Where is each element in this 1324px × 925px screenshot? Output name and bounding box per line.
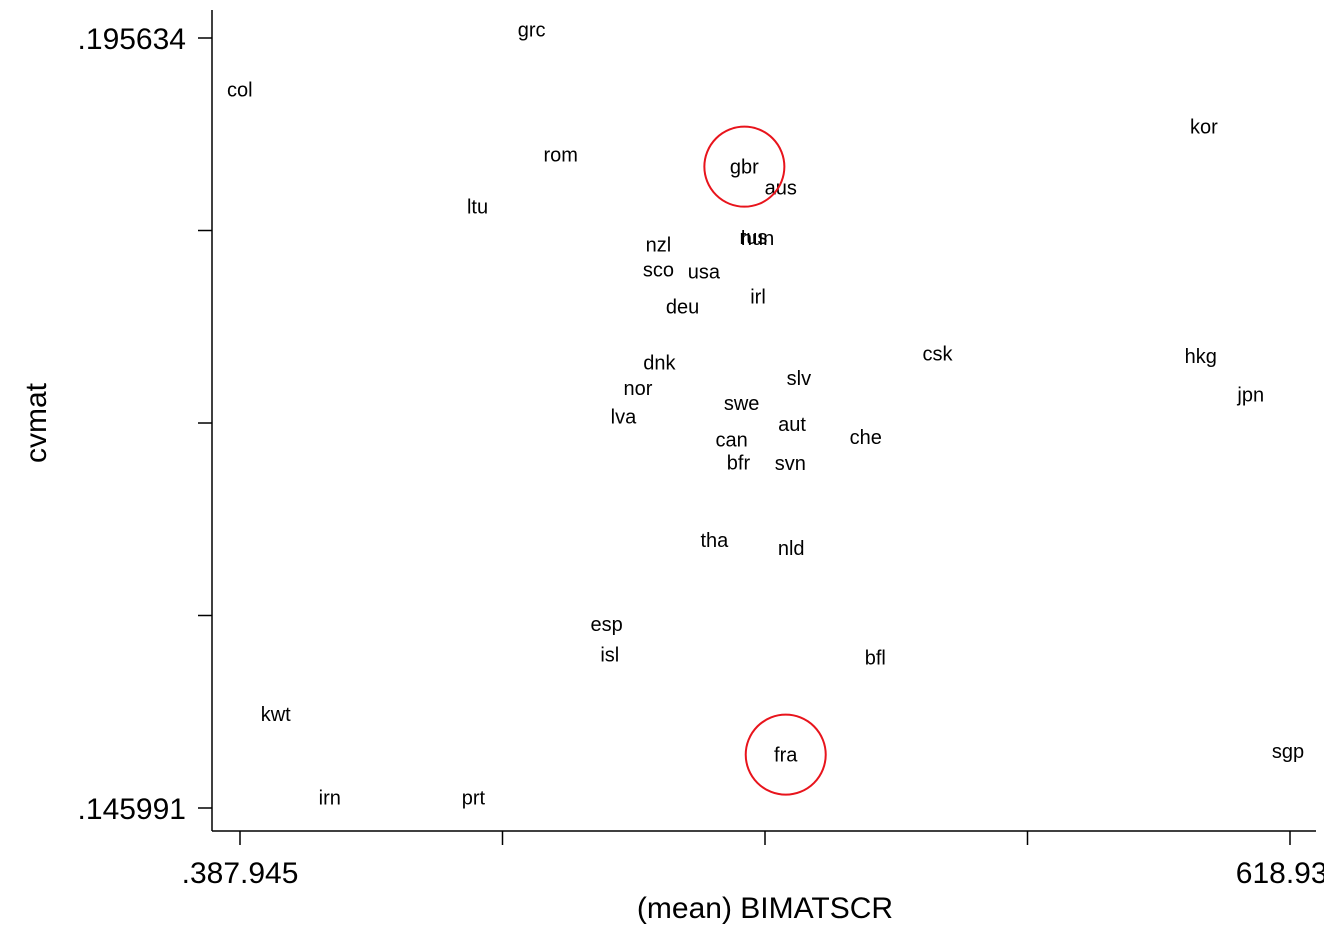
data-point-aus: aus: [765, 177, 797, 199]
data-point-svn: svn: [775, 453, 806, 475]
data-point-kor: kor: [1190, 117, 1218, 139]
x-tick-label: .387.945: [182, 857, 299, 890]
y-axis-ticks: .145991 .195634: [78, 23, 212, 826]
data-point-esp: esp: [591, 614, 623, 636]
data-point-jpn: jpn: [1236, 385, 1264, 407]
data-point-csk: csk: [923, 344, 954, 366]
data-point-deu: deu: [666, 297, 699, 319]
data-point-sco: sco: [643, 260, 674, 282]
data-point-prt: prt: [462, 788, 486, 810]
y-tick-label: .195634: [78, 23, 186, 56]
data-point-grc: grc: [518, 19, 546, 41]
highlight-circles: [703, 125, 827, 796]
data-point-can: can: [716, 429, 748, 451]
data-point-che: che: [850, 427, 882, 449]
y-axis-title: cvmat: [20, 382, 53, 463]
x-axis-ticks: .387.945 618.936: [182, 831, 1324, 890]
x-axis-title: (mean) BIMATSCR: [637, 892, 893, 925]
data-point-col: col: [227, 80, 253, 102]
y-tick-label: .145991: [78, 793, 186, 826]
data-point-nzl: nzl: [646, 234, 672, 256]
data-point-bfr: bfr: [727, 452, 751, 474]
data-point-hun: hun: [741, 228, 774, 250]
x-tick-label: 618.936: [1236, 857, 1324, 890]
data-point-ltu: ltu: [467, 196, 488, 218]
data-point-fra: fra: [774, 745, 798, 767]
data-point-tha: tha: [700, 530, 729, 552]
data-point-irl: irl: [750, 287, 766, 309]
data-point-slv: slv: [787, 368, 811, 390]
data-point-rus: rus: [740, 227, 768, 249]
data-point-kwt: kwt: [261, 704, 291, 726]
data-point-sgp: sgp: [1272, 741, 1304, 763]
highlight-circle-gbr: [703, 125, 786, 208]
data-point-aut: aut: [778, 414, 806, 436]
data-point-nor: nor: [624, 378, 653, 400]
data-point-isl: isl: [600, 645, 619, 667]
highlight-circle-fra: [744, 713, 827, 796]
data-point-irn: irn: [319, 787, 341, 809]
plot-area: .145991 .195634 .387.945 618.936 grc col kor…: [78, 10, 1324, 890]
data-point-bfl: bfl: [865, 647, 886, 669]
data-point-lva: lva: [611, 407, 637, 429]
data-point-usa: usa: [688, 262, 721, 284]
data-point-rom: rom: [543, 145, 577, 167]
data-point-swe: swe: [724, 393, 760, 415]
data-point-gbr: gbr: [730, 157, 759, 179]
data-point-dnk: dnk: [643, 353, 676, 375]
data-point-hkg: hkg: [1185, 346, 1217, 368]
data-point-nld: nld: [778, 538, 805, 560]
